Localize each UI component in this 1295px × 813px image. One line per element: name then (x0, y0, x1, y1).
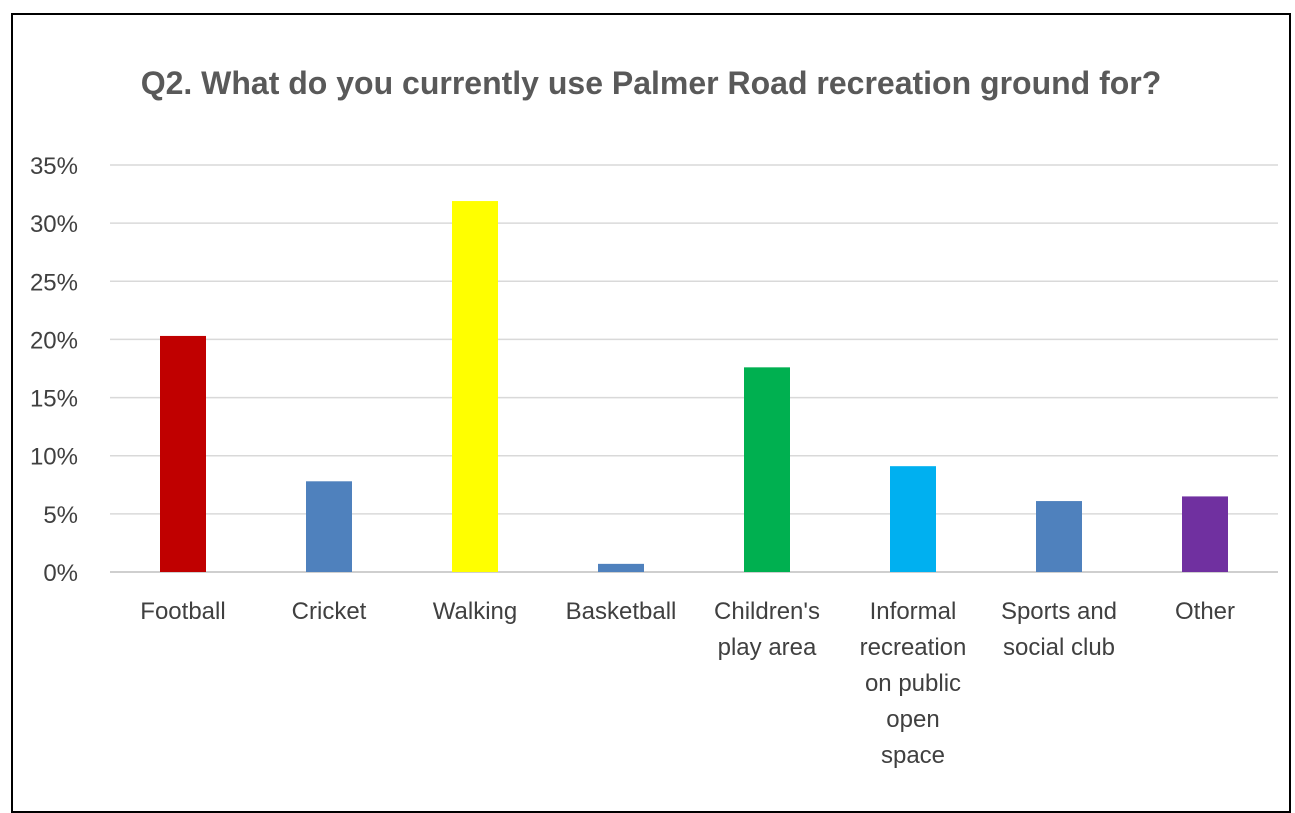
chart-frame (11, 13, 1291, 813)
bar (452, 201, 498, 572)
y-tick-label: 25% (30, 269, 78, 296)
x-category-label: Cricket (292, 598, 367, 625)
y-tick-label: 30% (30, 211, 78, 238)
x-axis-categories: Football Cricket Walking Basketball Children… (140, 598, 1235, 769)
bar (744, 367, 790, 572)
x-category-label: Sports and social club (1001, 598, 1117, 661)
bar (598, 563, 644, 572)
bar-chart: 0% 5% 10% 15% 20% 25% 30% 35% Football Cricket Wa… (30, 153, 1278, 769)
y-axis-ticks: 0% 5% 10% 15% 20% 25% 30% 35% (30, 153, 78, 587)
x-category-label: Walking (433, 598, 517, 625)
x-category-label: Other (1175, 598, 1235, 625)
y-tick-label: 0% (43, 560, 78, 587)
bar (890, 466, 936, 572)
y-tick-label: 15% (30, 386, 78, 413)
x-category-label: Basketball (566, 598, 677, 625)
bar (160, 335, 206, 572)
y-tick-label: 20% (30, 327, 78, 354)
y-tick-label: 5% (43, 502, 78, 529)
bar (1182, 496, 1228, 572)
chart-title: Q2. What do you currently use Palmer Roa… (11, 60, 1291, 106)
chart-title-text: Q2. What do you currently use Palmer Roa… (140, 65, 1162, 101)
x-category-label: Children's play area (714, 598, 820, 661)
bars (160, 201, 1228, 572)
x-category-label: Football (140, 598, 225, 625)
bar (1036, 501, 1082, 572)
gridlines (110, 164, 1278, 573)
x-category-label: Informal recreation on public open space (860, 598, 967, 769)
y-tick-label: 35% (30, 153, 78, 180)
y-tick-label: 10% (30, 444, 78, 471)
bar (306, 481, 352, 572)
